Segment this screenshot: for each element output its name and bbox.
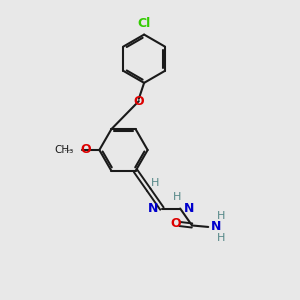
Text: methoxy: methoxy (65, 149, 72, 151)
Text: O: O (81, 143, 92, 157)
Text: methoxy: methoxy (68, 149, 74, 151)
Text: H: H (217, 211, 226, 221)
Text: O: O (134, 94, 144, 108)
Text: H: H (217, 233, 226, 243)
Text: N: N (211, 220, 221, 233)
Text: N: N (148, 202, 158, 215)
Text: CH₃: CH₃ (55, 145, 74, 155)
Text: N: N (184, 202, 194, 215)
Text: H: H (150, 178, 159, 188)
Text: H: H (173, 192, 182, 202)
Text: Cl: Cl (137, 17, 151, 30)
Text: O: O (170, 218, 181, 230)
